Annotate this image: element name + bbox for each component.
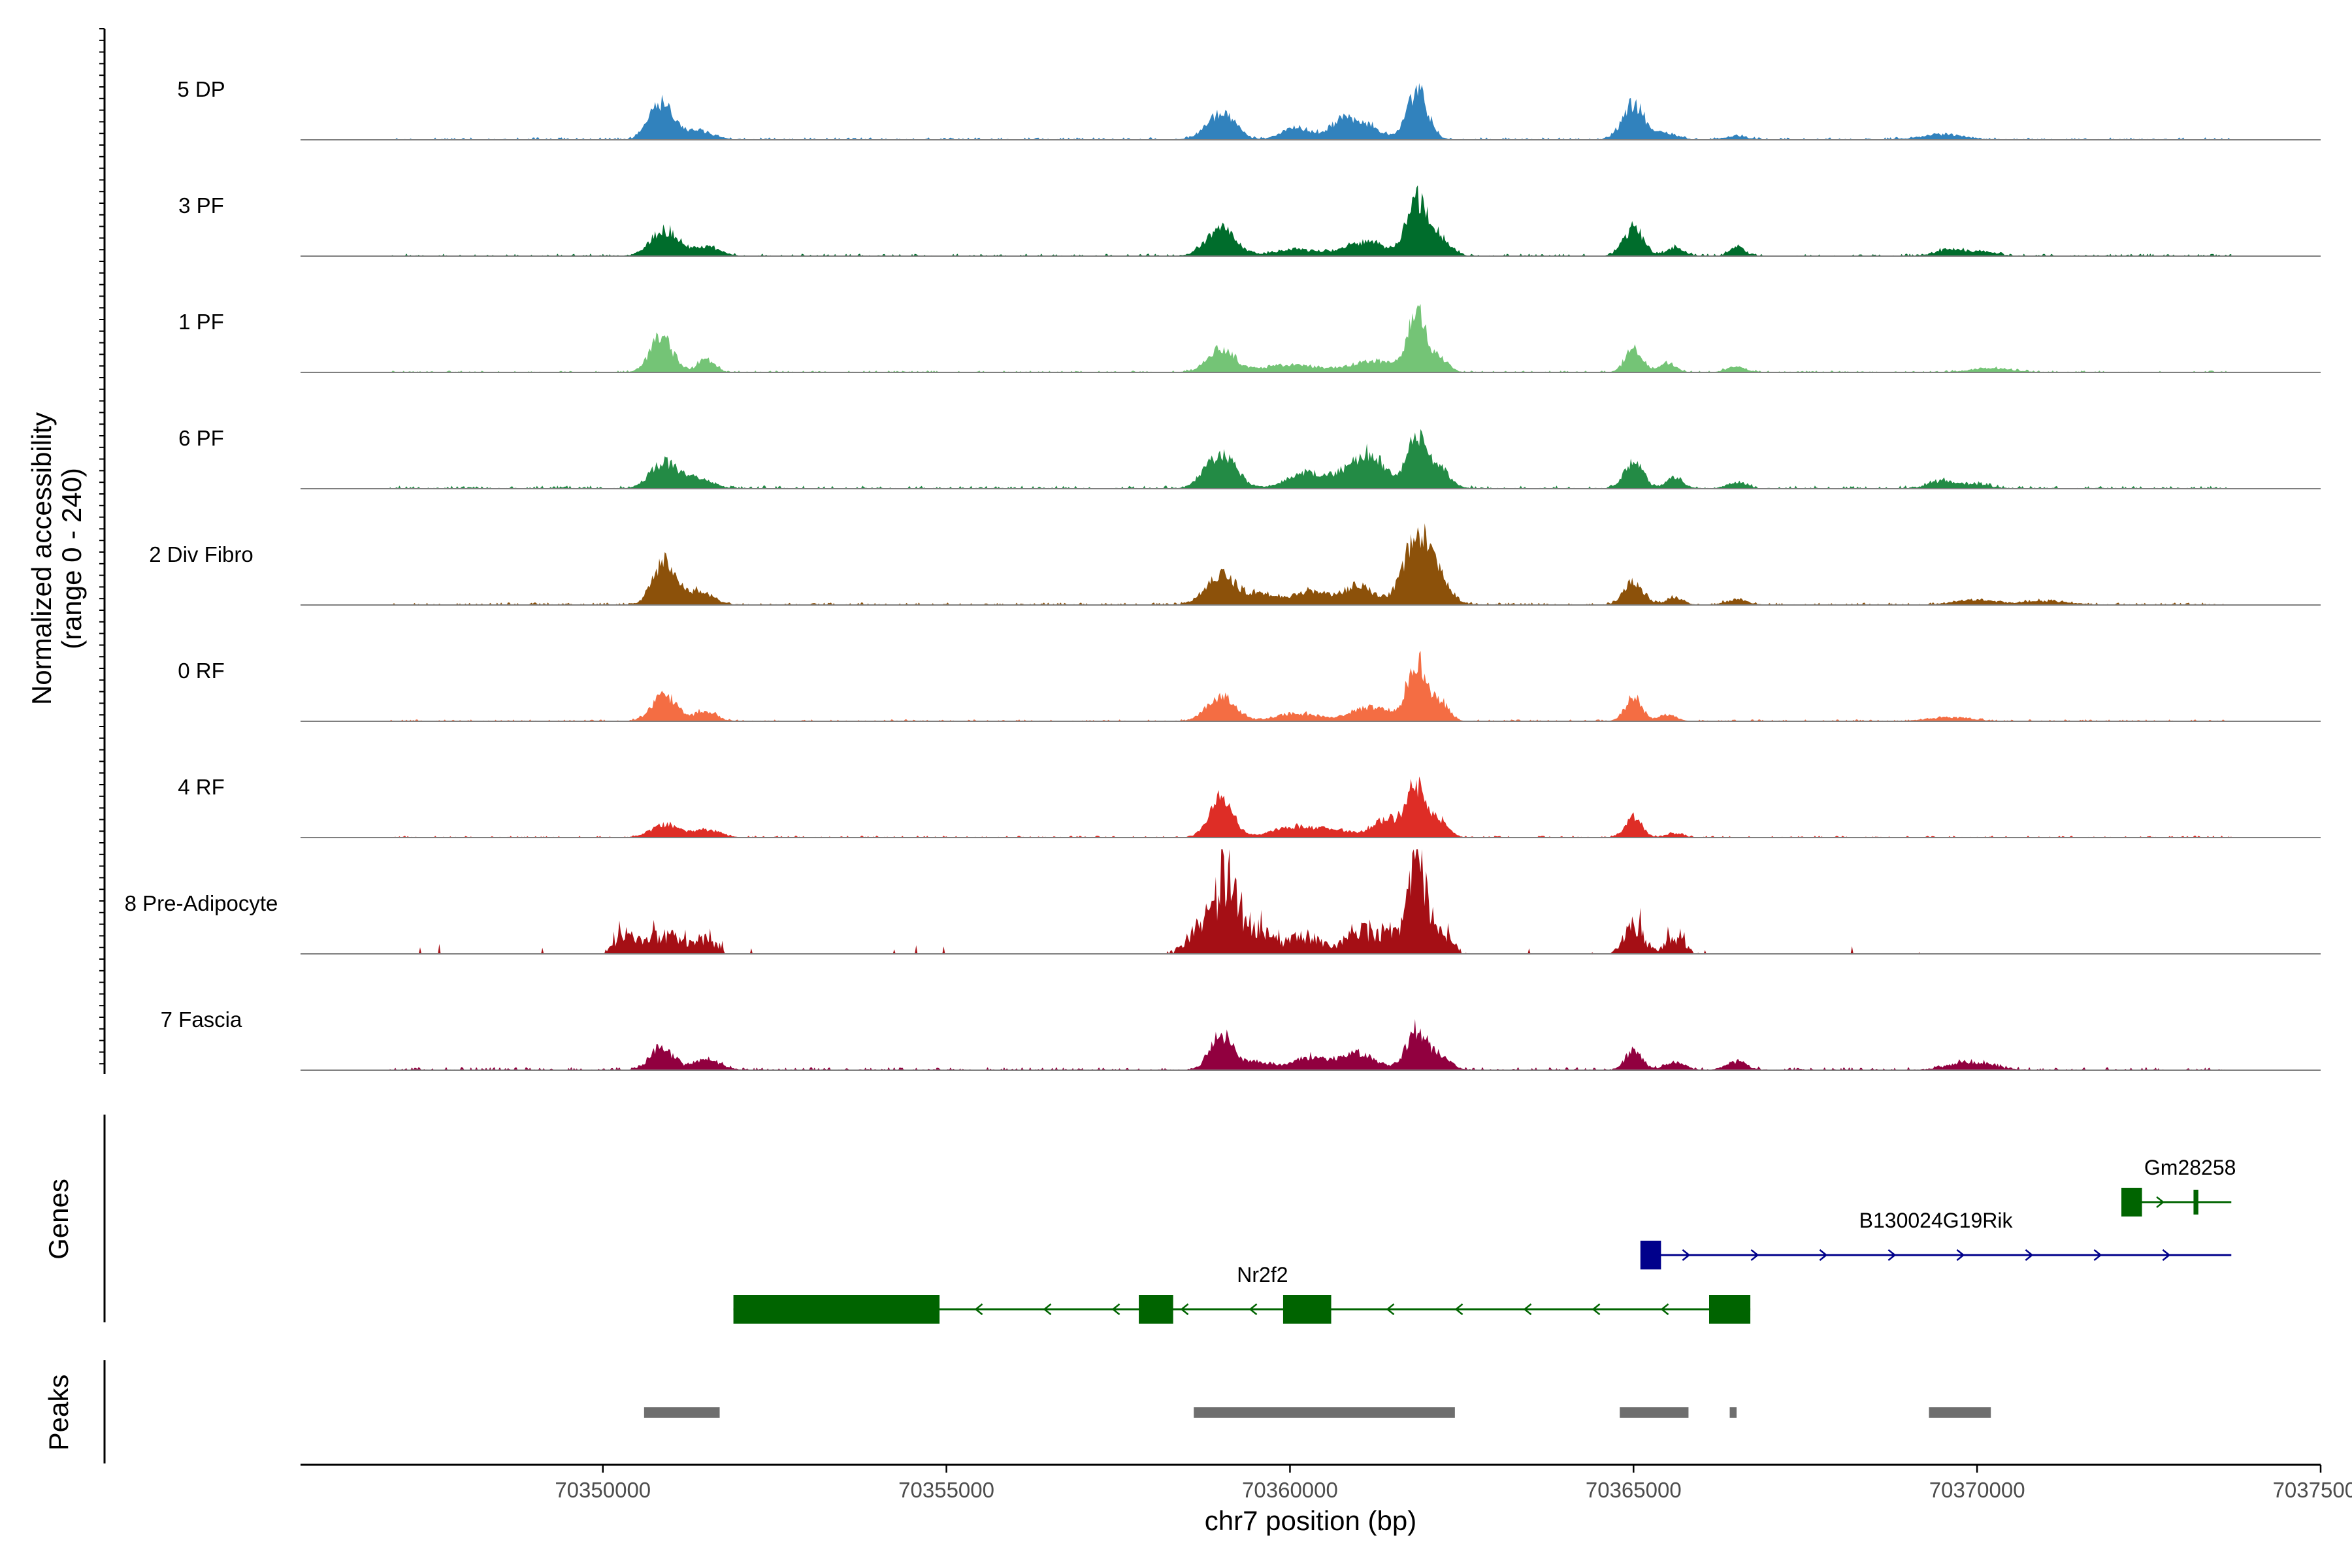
strand-arrow	[2025, 1249, 2034, 1261]
peaks-panel-label: Peaks	[43, 1375, 74, 1451]
strand-arrow	[974, 1303, 983, 1315]
gene-exon	[1139, 1295, 1173, 1324]
track-2-div-fibro: 2 Div Fibro	[149, 523, 2321, 606]
track-label: 8 Pre-Adipocyte	[125, 891, 278, 915]
strand-arrow	[1454, 1303, 1463, 1315]
strand-arrow	[1887, 1249, 1897, 1261]
x-tick-label: 70350000	[555, 1478, 651, 1502]
gene-exon	[1708, 1295, 1751, 1324]
strand-arrow	[1523, 1303, 1532, 1315]
track-8-pre-adipocyte: 8 Pre-Adipocyte	[125, 849, 2321, 955]
strand-arrow	[1819, 1249, 1828, 1261]
strand-arrow	[1249, 1303, 1258, 1315]
gene-exon	[2193, 1190, 2198, 1215]
track-label: 7 Fascia	[161, 1007, 242, 1032]
track-1-pf: 1 PF	[178, 304, 2321, 373]
genes-panel-label: Genes	[43, 1179, 74, 1260]
x-tick-label: 70365000	[1586, 1478, 1682, 1502]
gene-gm28258: Gm28258	[2121, 1156, 2236, 1217]
track-coverage-area	[389, 651, 2232, 721]
track-coverage-area	[389, 429, 2232, 489]
y-axis-title-line2: (range 0 - 240)	[56, 468, 87, 649]
gene-name-label: Gm28258	[2144, 1156, 2236, 1179]
gene-exon	[1640, 1241, 1661, 1269]
coverage-y-ticks	[99, 28, 105, 1065]
strand-arrow	[1682, 1249, 1691, 1261]
gene-nr2f2: Nr2f2	[733, 1263, 1751, 1324]
gene-exon	[733, 1295, 940, 1324]
strand-arrow	[2162, 1249, 2171, 1261]
strand-arrow	[1660, 1303, 1669, 1315]
gene-b130024g19rik: B130024G19Rik	[1640, 1209, 2232, 1269]
peak-regions	[644, 1407, 1991, 1418]
strand-arrow	[1750, 1249, 1759, 1261]
gene-name-label: B130024G19Rik	[1859, 1209, 2014, 1232]
track-coverage-area	[389, 304, 2232, 372]
strand-arrow	[1043, 1303, 1052, 1315]
strand-arrow	[1592, 1303, 1601, 1315]
track-7-fascia: 7 Fascia	[161, 1007, 2321, 1071]
track-coverage-area	[389, 1019, 2232, 1070]
y-axis-title: Normalized accessibility (range 0 - 240)	[26, 412, 87, 705]
coverage-tracks: 5 DP 3 PF 1 PF 6 PF 2 Div Fibro 0 RF 4 RF 8 Pre…	[125, 77, 2321, 1071]
strand-arrow	[1180, 1303, 1189, 1315]
x-tick-label: 70375000	[2273, 1478, 2352, 1502]
peak-region	[644, 1407, 720, 1418]
track-label: 5 DP	[177, 77, 225, 101]
peak-region	[1729, 1407, 1737, 1418]
track-label: 2 Div Fibro	[149, 542, 253, 566]
track-label: 6 PF	[178, 426, 224, 450]
peak-region	[1194, 1407, 1455, 1418]
strand-arrow	[1956, 1249, 1965, 1261]
track-coverage-area	[389, 776, 2232, 838]
y-axis-title-line1: Normalized accessibility	[26, 412, 57, 705]
track-label: 1 PF	[178, 310, 224, 334]
track-3-pf: 3 PF	[178, 185, 2321, 257]
peak-region	[1620, 1407, 1689, 1418]
peak-region	[1929, 1407, 1991, 1418]
x-tick-label: 70355000	[898, 1478, 994, 1502]
track-coverage-area	[389, 185, 2232, 256]
strand-arrow	[1111, 1303, 1120, 1315]
track-coverage-area	[389, 849, 2232, 954]
x-tick-label: 70370000	[1929, 1478, 2025, 1502]
track-4-rf: 4 RF	[178, 775, 2321, 838]
track-label: 3 PF	[178, 193, 224, 218]
gene-annotations: Nr2f2 B130024G19Rik Gm28258	[733, 1156, 2236, 1324]
x-axis-ticks: 70350000 70355000 70360000 70365000 70370000…	[555, 1465, 2352, 1502]
track-coverage-area	[389, 523, 2232, 605]
track-label: 4 RF	[178, 775, 225, 799]
strand-arrow	[2093, 1249, 2102, 1261]
track-label: 0 RF	[178, 659, 225, 683]
gene-name-label: Nr2f2	[1237, 1263, 1288, 1286]
strand-arrow	[2156, 1196, 2165, 1208]
track-5-dp: 5 DP	[177, 77, 2321, 140]
gene-exon	[1282, 1295, 1331, 1324]
x-tick-label: 70360000	[1242, 1478, 1338, 1502]
track-coverage-area	[389, 83, 2232, 140]
strand-arrow	[1386, 1303, 1395, 1315]
track-0-rf: 0 RF	[178, 651, 2321, 722]
gene-exon	[2121, 1188, 2142, 1217]
x-axis-title: chr7 position (bp)	[1205, 1505, 1417, 1536]
track-6-pf: 6 PF	[178, 426, 2321, 489]
